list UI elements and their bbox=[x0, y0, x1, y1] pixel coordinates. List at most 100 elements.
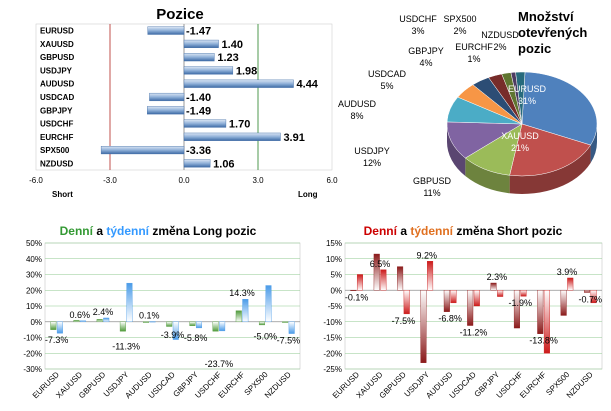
short-change-chart: Denní a týdenní změna Short pozic 15% 10%… bbox=[323, 224, 603, 400]
position-value-label: -1.40 bbox=[186, 92, 211, 104]
y-tick-label: 10% bbox=[326, 255, 342, 264]
daily-bar-gbpjpy bbox=[490, 282, 497, 291]
title-part: změna Long pozic bbox=[149, 224, 257, 238]
daily-bar-audusd bbox=[143, 321, 150, 323]
pie-percent-audusd: 8% bbox=[350, 111, 363, 121]
daily-bar-eurchf bbox=[235, 310, 242, 322]
position-category-label: USDCAD bbox=[40, 93, 74, 102]
pie-label-usdcad: USDCAD bbox=[368, 69, 407, 79]
daily-bar-usdjpy bbox=[420, 290, 427, 363]
value-label: -3.9% bbox=[161, 330, 185, 340]
daily-bar-audusd bbox=[443, 290, 450, 312]
daily-bar-usdcad bbox=[166, 321, 173, 327]
position-category-label: GBPUSD bbox=[40, 53, 74, 62]
weekly-bar-eurchf bbox=[242, 299, 249, 322]
pie-title-line-2: otevřených bbox=[518, 25, 587, 40]
x-tick-label: 0.0 bbox=[178, 176, 190, 185]
short-label: Short bbox=[52, 190, 73, 199]
value-label: 2.4% bbox=[93, 307, 114, 317]
pie-label-spx500: SPX500 bbox=[443, 14, 476, 24]
position-value-label: -1.47 bbox=[186, 26, 211, 38]
weekly-bar-eurchf bbox=[543, 290, 550, 354]
weekly-bar-usdjpy bbox=[427, 261, 434, 291]
pie-title-line-1: Množství bbox=[518, 9, 574, 24]
daily-bar-xauusd bbox=[73, 319, 80, 322]
pie-percent-usdchf: 3% bbox=[411, 26, 424, 36]
weekly-bar-usdjpy bbox=[126, 282, 133, 322]
y-tick-label: 15% bbox=[326, 239, 342, 248]
long-change-title: Denní a týdenní změna Long pozic bbox=[60, 224, 257, 238]
position-bar-eurusd bbox=[147, 26, 185, 35]
value-label: -1.9% bbox=[508, 298, 532, 308]
position-category-label: USDJPY bbox=[40, 66, 73, 75]
daily-bar-spx500 bbox=[258, 321, 265, 326]
daily-bar-eurusd bbox=[350, 290, 357, 291]
positions-chart: Pozice EURUSD -1.47 XAUUSD 1.40 GBPUSD 1.23 US… bbox=[29, 6, 338, 199]
pie-percent-eurusd: 31% bbox=[518, 96, 536, 106]
long-change-chart: Denní a týdenní změna Long pozic 50% 40% 3… bbox=[23, 224, 301, 400]
pie-label-audusd: AUDUSD bbox=[338, 99, 377, 109]
pie-side-usdjpy bbox=[447, 124, 466, 177]
position-category-label: EURCHF bbox=[40, 133, 73, 142]
value-label: 2.3% bbox=[487, 272, 508, 282]
pie-label-usdchf: USDCHF bbox=[399, 14, 437, 24]
pie-percent-usdjpy: 12% bbox=[363, 158, 381, 168]
y-tick-label: 30% bbox=[26, 271, 42, 280]
daily-bar-spx500 bbox=[560, 290, 567, 316]
weekly-bar-gbpusd bbox=[103, 317, 110, 322]
position-bar-nzdusd bbox=[183, 159, 211, 168]
position-category-label: GBPJPY bbox=[40, 106, 73, 115]
y-tick-label: 50% bbox=[26, 239, 42, 248]
title-part: Denní bbox=[60, 224, 94, 238]
weekly-bar-xauusd bbox=[380, 269, 387, 291]
position-value-label: -1.49 bbox=[186, 105, 211, 117]
pie-label-nzdusd: NZDUSD bbox=[481, 30, 519, 40]
y-tick-label: -10% bbox=[323, 318, 342, 327]
pie-percent-gbpjpy: 4% bbox=[419, 58, 432, 68]
weekly-bar-eurusd bbox=[56, 321, 63, 334]
position-value-label: 1.06 bbox=[213, 158, 234, 170]
value-label: -11.2% bbox=[460, 328, 488, 338]
weekly-bar-eurusd bbox=[356, 274, 363, 291]
weekly-bar-usdchf bbox=[520, 290, 527, 297]
daily-bar-usdchf bbox=[212, 321, 219, 332]
value-label: 3.9% bbox=[557, 267, 578, 277]
pie-slice-nzdusd bbox=[515, 71, 526, 125]
weekly-bar-gbpusd bbox=[403, 290, 410, 315]
value-label: -23.7% bbox=[205, 359, 234, 369]
pie-percent-spx500: 2% bbox=[453, 26, 466, 36]
weekly-bar-audusd bbox=[450, 290, 457, 304]
position-category-label: NZDUSD bbox=[40, 159, 74, 168]
title-part: Denní bbox=[364, 224, 398, 238]
position-bar-spx500 bbox=[100, 146, 185, 155]
value-label: 14.3% bbox=[229, 288, 255, 298]
weekly-bar-spx500 bbox=[567, 277, 574, 291]
position-bar-usdchf bbox=[183, 119, 227, 128]
position-category-label: SPX500 bbox=[40, 146, 70, 155]
weekly-bar-usdchf bbox=[219, 321, 226, 332]
pie-label-eurchf: EURCHF bbox=[455, 42, 493, 52]
position-bar-xauusd bbox=[183, 39, 219, 48]
weekly-bar-nzdusd bbox=[590, 290, 597, 304]
pie-label-eurusd: EURUSD bbox=[508, 84, 547, 94]
pie-percent-gbpusd: 11% bbox=[423, 188, 440, 198]
position-category-label: USDCHF bbox=[40, 120, 73, 129]
daily-bar-xauusd bbox=[373, 253, 380, 291]
value-label: -7.5% bbox=[277, 336, 301, 346]
value-label: 0.6% bbox=[70, 310, 91, 320]
value-label: -11.3% bbox=[112, 342, 140, 352]
pie-percent-usdcad: 5% bbox=[380, 81, 393, 91]
x-tick-label: 6.0 bbox=[326, 176, 338, 185]
weekly-bar-xauusd bbox=[80, 320, 87, 322]
pie-percent-nzdusd: 2% bbox=[493, 42, 506, 52]
position-bar-audusd bbox=[183, 79, 294, 88]
pie-side-eurusd bbox=[590, 124, 597, 164]
pie-label-gbpusd: GBPUSD bbox=[413, 176, 452, 186]
daily-bar-nzdusd bbox=[584, 290, 591, 293]
pie-slice-eurusd bbox=[521, 71, 598, 146]
value-label: 6.5% bbox=[370, 259, 391, 269]
y-tick-label: 5% bbox=[330, 271, 342, 280]
daily-bar-usdchf bbox=[513, 290, 520, 329]
value-label: -5.0% bbox=[253, 332, 277, 342]
